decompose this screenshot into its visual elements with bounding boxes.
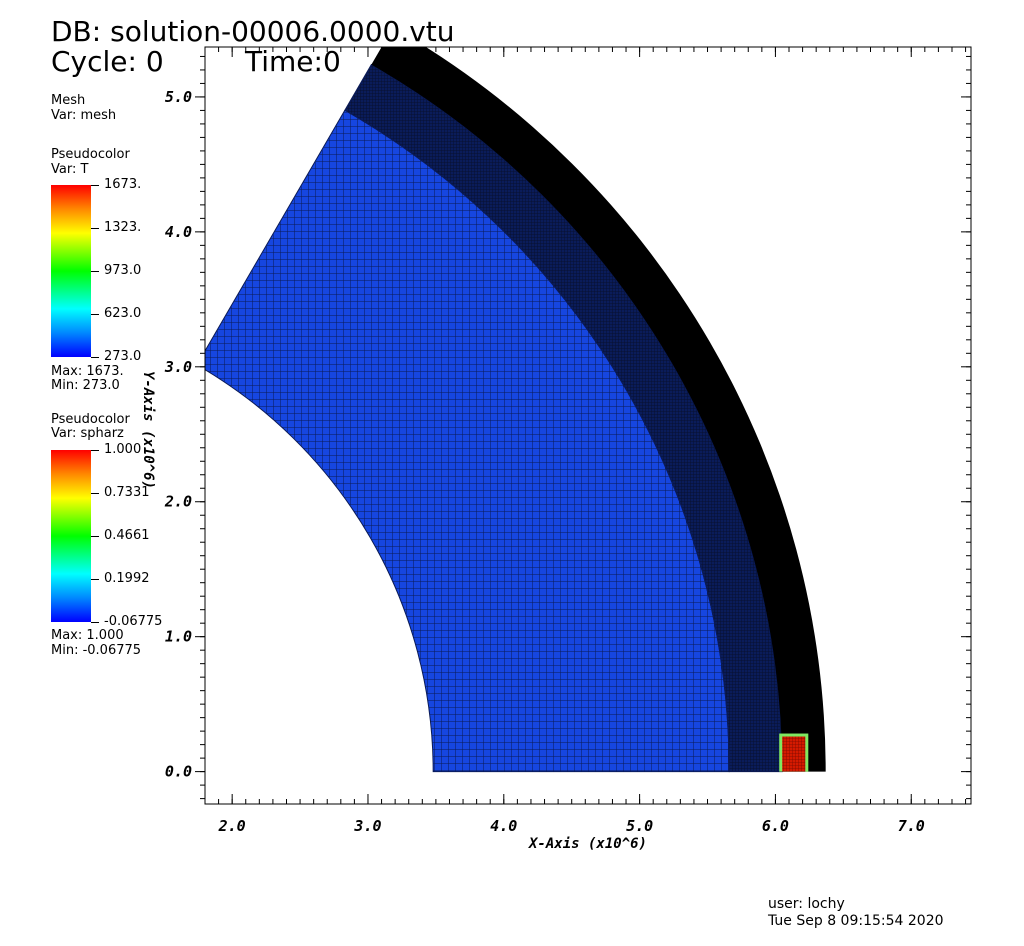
coarse-mesh-region <box>205 109 730 773</box>
y-tick-label: 0.0 <box>165 763 192 781</box>
spharz-colorbar-tick-mark <box>91 579 99 580</box>
spharz-colorbar-tick-mark <box>91 450 99 451</box>
hot-spot-region <box>782 736 806 772</box>
y-tick-label: 1.0 <box>165 628 192 646</box>
spharz-colorbar-tick-label: 0.1992 <box>104 571 150 586</box>
database-title: DB: solution-00006.0000.vtu <box>51 15 455 48</box>
t-colorbar-tick-mark <box>91 314 99 315</box>
spharz-legend-var: Var: spharz <box>51 426 124 441</box>
spharz-colorbar-tick-label: 0.7331 <box>104 485 150 500</box>
y-tick-label: 2.0 <box>164 493 192 511</box>
spharz-colorbar-tick-label: 0.4661 <box>104 528 150 543</box>
y-tick-label: 5.0 <box>165 88 192 106</box>
t-colorbar-tick-label: 1323. <box>104 220 142 235</box>
t-colorbar-tick-mark <box>91 228 99 229</box>
spharz-colorbar-tick-label: -0.06775 <box>104 614 163 629</box>
t-legend-title: Pseudocolor <box>51 147 130 162</box>
t-colorbar-tick-label: 973.0 <box>104 263 142 278</box>
t-colorbar-tick-label: 623.0 <box>104 306 142 321</box>
spharz-legend-max: Max: 1.000 <box>51 628 124 643</box>
x-tick-label: 2.0 <box>218 817 246 835</box>
outer-rim-region <box>371 47 826 772</box>
x-tick-label: 7.0 <box>898 817 925 835</box>
refined-mesh-region <box>344 63 783 773</box>
timestamp-label: Tue Sep 8 09:15:54 2020 <box>768 913 944 929</box>
y-tick-label: 3.0 <box>164 358 192 376</box>
t-colorbar <box>51 185 91 357</box>
time-label: Time:0 <box>245 45 341 78</box>
plot-frame <box>204 46 972 805</box>
spharz-legend-title: Pseudocolor <box>51 412 130 427</box>
cycle-label: Cycle: 0 <box>51 45 164 78</box>
y-axis-label: Y-Axis (x10^6) <box>140 371 156 489</box>
t-colorbar-tick-label: 1673. <box>104 177 142 192</box>
mesh-legend-title: Mesh <box>51 93 86 108</box>
t-colorbar-tick-mark <box>91 185 99 186</box>
spharz-colorbar-tick-mark <box>91 493 99 494</box>
spharz-colorbar-tick-label: 1.000 <box>104 442 142 457</box>
mesh-legend-var: Var: mesh <box>51 108 117 123</box>
spharz-colorbar-tick-mark <box>91 622 99 623</box>
t-legend-var: Var: T <box>51 162 89 177</box>
t-legend-max: Max: 1673. <box>51 364 124 379</box>
user-label: user: lochy <box>768 896 845 912</box>
t-colorbar-tick-mark <box>91 271 99 272</box>
x-tick-label: 5.0 <box>626 817 653 835</box>
spharz-legend-min: Min: -0.06775 <box>51 643 142 658</box>
x-tick-label: 6.0 <box>762 817 789 835</box>
x-tick-label: 4.0 <box>490 817 517 835</box>
x-tick-label: 3.0 <box>353 817 381 835</box>
spharz-colorbar <box>51 450 91 622</box>
y-tick-label: 4.0 <box>165 223 192 241</box>
t-colorbar-tick-mark <box>91 357 99 358</box>
spharz-colorbar-tick-mark <box>91 536 99 537</box>
x-axis-label: X-Axis (x10^6) <box>528 836 647 852</box>
t-legend-min: Min: 273.0 <box>51 378 120 393</box>
t-colorbar-tick-label: 273.0 <box>104 349 142 364</box>
